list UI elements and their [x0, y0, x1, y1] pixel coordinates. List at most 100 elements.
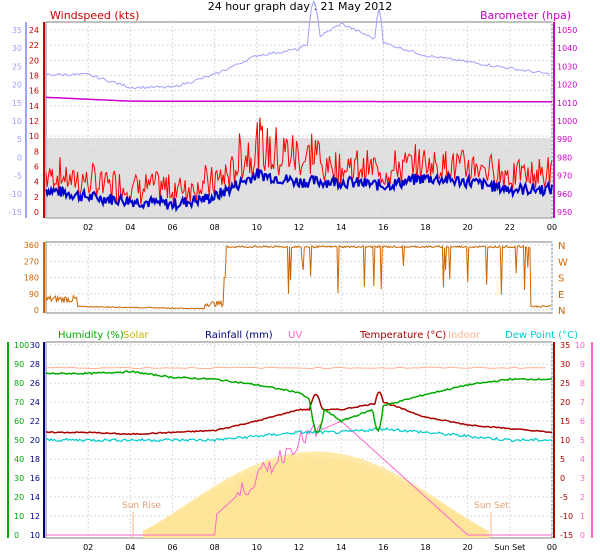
uv-tick-label: 3: [580, 474, 585, 483]
panel1-shade: [47, 138, 551, 217]
temp-tick-label: -5: [560, 493, 568, 502]
baro-tick-label: 1040: [557, 44, 577, 53]
wind-outer-tick-label: -15: [9, 208, 22, 217]
wind-tick-label: 22: [29, 41, 39, 50]
baro-tick-label: 970: [557, 172, 572, 181]
temp-humidity-panel: Humidity (%) Solar Rainfall (mm) UV Temperat…: [7, 330, 593, 552]
panel3-x-ticks: 02 04 06 08 10 12 14 16 18 20 Sun Set 00: [83, 543, 557, 552]
legend-item: Dew Point (°C): [505, 330, 578, 341]
humidity-tick-label: 70: [14, 398, 24, 407]
x-tick-label: 10: [252, 543, 262, 552]
temp-tick-label: 25: [560, 379, 570, 388]
wind-outer-tick-label: 10: [12, 117, 22, 126]
x-tick-label: 08: [210, 543, 220, 552]
x-tick-label: 18: [420, 543, 430, 552]
x-tick-label: 00: [547, 223, 557, 232]
wind-tick-label: 6: [34, 163, 39, 172]
rain-tick-label: 14: [30, 493, 40, 502]
legend-item: Solar: [123, 330, 149, 341]
x-tick-label: 22: [505, 223, 515, 232]
uv-tick-label: 5: [580, 436, 585, 445]
baro-tick-label: 960: [557, 190, 572, 199]
rain-tick-label: 22: [30, 417, 40, 426]
baro-tick-label: 1010: [557, 99, 577, 108]
dew-point-line: [46, 426, 553, 443]
wind-avg-line: [45, 168, 553, 213]
rain-tick-label: 30: [30, 341, 40, 350]
x-tick-label: 00: [547, 543, 557, 552]
wind-tick-label: 24: [29, 26, 39, 35]
uv-tick-label: 9: [580, 360, 585, 369]
barometer-label: Barometer (hpa): [480, 9, 571, 22]
sunset-label: Sun Set: [474, 501, 509, 511]
temp-tick-label: 0: [560, 474, 565, 483]
temp-tick-label: 35: [560, 341, 570, 350]
compass-label: E: [558, 290, 564, 301]
compass-label: S: [558, 274, 564, 285]
humidity-tick-label: 20: [14, 493, 24, 502]
baro-tick-label: 950: [557, 208, 572, 217]
rain-tick-label: 10: [30, 531, 40, 540]
x-tick-label: 06: [167, 223, 177, 232]
humidity-tick-label: 50: [14, 436, 24, 445]
wind-baro-panel: Windspeed (kts) Barometer (hpa) 24222018…: [9, 0, 577, 232]
humidity-tick-label: 30: [14, 474, 24, 483]
x-tick-label: Sun Set: [494, 543, 525, 552]
panel1-x-ticks: 02 04 06 08 10 12 14 16 18 20 22 00: [83, 223, 557, 232]
compass-label: N: [558, 241, 565, 252]
wind-tick-label: 16: [29, 87, 39, 96]
baro-tick-label: 1020: [557, 81, 577, 90]
x-tick-label: 18: [420, 223, 430, 232]
x-tick-label: 06: [167, 543, 177, 552]
legend-item: Temperature (°C): [359, 330, 446, 341]
sunrise-label: Sun Rise: [122, 501, 161, 511]
rain-tick-label: 28: [30, 360, 40, 369]
wind-outer-tick-label: 15: [12, 99, 22, 108]
humidity-tick-label: 60: [14, 417, 24, 426]
uv-tick-label: 6: [580, 417, 585, 426]
legend-item: Humidity (%): [58, 330, 124, 341]
baro-tick-label: 1000: [557, 117, 577, 126]
solar-area-light: [143, 451, 489, 538]
x-tick-label: 02: [83, 543, 93, 552]
wind-tick-label: 20: [29, 56, 39, 65]
wind-tick-label: 8: [34, 147, 39, 156]
temp-tick-label: 20: [560, 398, 570, 407]
panel3-legend: Humidity (%) Solar Rainfall (mm) UV Temperat…: [58, 330, 578, 341]
temp-tick-label: 10: [560, 436, 570, 445]
x-tick-label: 14: [336, 543, 346, 552]
wind-tick-label: 2: [34, 193, 39, 202]
baro-tick-label: 990: [557, 135, 572, 144]
legend-item: Rainfall (mm): [205, 330, 273, 341]
rain-tick-label: 24: [30, 398, 40, 407]
humidity-tick-label: 10: [14, 512, 24, 521]
temp-tick-label: -10: [560, 512, 573, 521]
baro-tick-label: 1050: [557, 26, 577, 35]
wind-tick-label: 10: [29, 132, 39, 141]
x-tick-label: 16: [378, 543, 388, 552]
x-tick-label: 04: [125, 223, 135, 232]
dir-tick-label: 270: [24, 257, 39, 266]
x-tick-label: 10: [252, 223, 262, 232]
temp-tick-label: -15: [560, 531, 573, 540]
rain-tick-label: 26: [30, 379, 40, 388]
legend-item: Indoor: [448, 330, 481, 341]
x-tick-label: 20: [463, 543, 473, 552]
humidity-line: [45, 370, 553, 434]
x-tick-label: 14: [336, 223, 346, 232]
legend-item: UV: [288, 330, 302, 341]
graph-title: 24 hour graph day : 21 May 2012: [208, 0, 393, 13]
x-tick-label: 16: [378, 223, 388, 232]
dir-tick-label: 360: [24, 241, 39, 250]
wind-tick-label: 0: [34, 208, 39, 217]
windspeed-label: Windspeed (kts): [50, 9, 139, 22]
uv-tick-label: 7: [580, 398, 585, 407]
wind-outer-tick-label: 35: [12, 26, 22, 35]
wind-outer-tick-label: 30: [12, 44, 22, 53]
baro-tick-label: 980: [557, 153, 572, 162]
wind-outer-tick-label: 0: [17, 153, 22, 162]
x-tick-label: 02: [83, 223, 93, 232]
uv-tick-label: 0: [580, 531, 585, 540]
dir-tick-label: 180: [24, 274, 39, 283]
